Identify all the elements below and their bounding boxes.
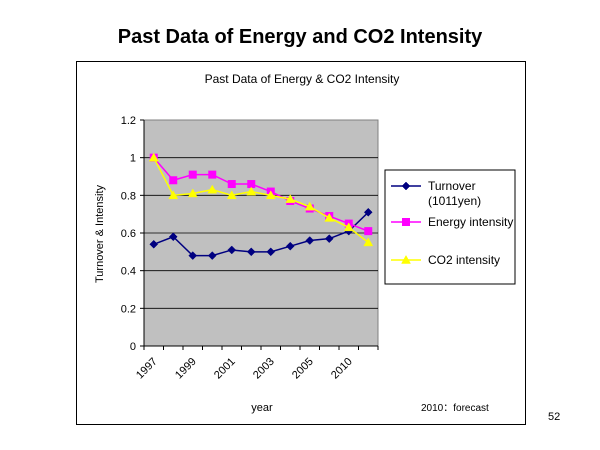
data-point-energy-intensity [227,180,236,189]
data-point-co2-intensity [265,190,276,200]
chart-title: Past Data of Energy & CO2 Intensity [205,72,400,86]
data-point-co2-intensity [304,201,315,211]
legend-marker-co2-intensity [401,254,411,264]
data-point-turnover [305,236,315,245]
legend-label-co2-intensity: CO2 intensity [428,253,500,267]
data-point-co2-intensity [343,222,354,232]
data-point-co2-intensity [324,212,335,222]
y-tick-label: 0.8 [121,190,136,202]
data-point-energy-intensity [188,170,197,179]
data-point-turnover [207,251,217,260]
data-point-co2-intensity [363,237,374,247]
data-point-co2-intensity [187,188,198,198]
x-tick-label: 2003 [251,356,277,382]
legend-marker-energy-intensity [402,218,410,226]
data-point-turnover [363,207,373,217]
x-axis-label: year [251,402,273,414]
data-point-co2-intensity [285,194,296,203]
legend-label-turnover: Turnover [428,179,476,193]
slide-title: Past Data of Energy and CO2 Intensity [117,26,483,48]
x-tick-label: 2010 [329,356,355,382]
y-tick-label: 0.2 [121,303,136,315]
x-tick-label: 2005 [290,356,316,382]
series-line-turnover [153,211,369,257]
data-point-turnover [188,251,198,260]
x-tick-label: 1997 [134,356,160,382]
legend-marker-turnover [401,181,411,191]
data-point-energy-intensity [208,170,217,179]
y-tick-label: 0.6 [121,228,136,240]
data-point-turnover [227,245,237,255]
forecast-note: 2010：forecast [421,403,489,414]
y-tick-label: 1.2 [121,115,136,127]
data-point-turnover [285,241,295,251]
data-point-energy-intensity [169,176,178,185]
y-tick-label: 1 [130,153,136,165]
data-point-energy-intensity [247,180,256,189]
data-point-co2-intensity [246,186,257,196]
legend-label-energy-intensity: Energy intensity [428,215,513,229]
data-point-turnover [246,247,256,257]
x-tick-label: 2001 [212,356,238,382]
y-axis-label: Turnover & Intensity [94,184,106,283]
data-point-co2-intensity [168,190,179,200]
line-chart: Past Data of Energy & CO2 Intensity 0 0.2… [94,72,516,414]
data-point-energy-intensity [364,227,373,236]
y-tick-label: 0 [130,341,136,353]
data-point-co2-intensity [226,190,237,200]
x-tick-label: 1999 [173,356,199,382]
data-point-turnover [266,247,276,257]
data-point-turnover [168,232,178,242]
chart-frame: Past Data of Energy & CO2 Intensity 0 0.2… [76,61,526,425]
y-tick-label: 0.4 [121,266,136,278]
legend-label-turnover-unit: (1011yen) [428,194,481,208]
data-point-co2-intensity [148,152,159,162]
slide-number: 52 [548,411,561,423]
data-point-turnover [324,234,334,244]
data-point-turnover [149,239,159,249]
data-point-co2-intensity [207,184,218,194]
